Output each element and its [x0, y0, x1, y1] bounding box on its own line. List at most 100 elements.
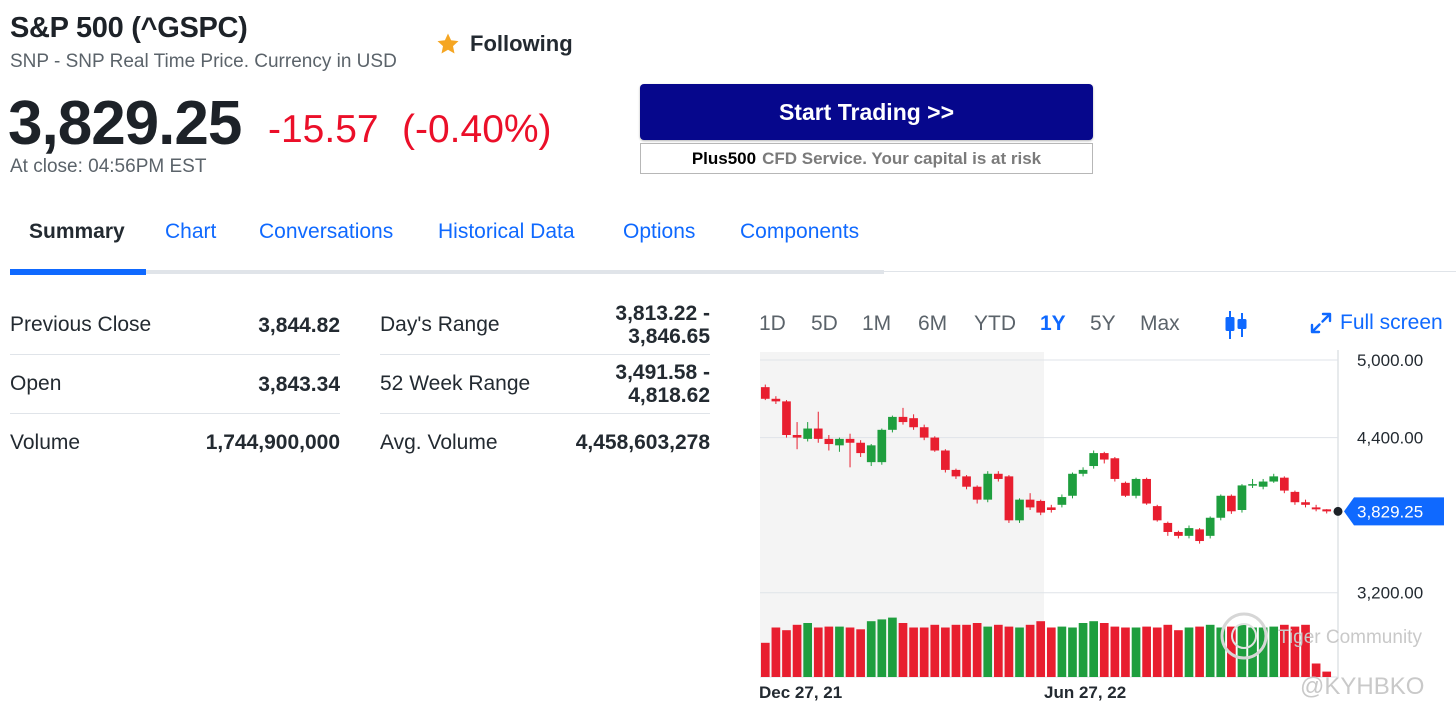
candle-body [813, 428, 823, 439]
volume-bar [1205, 624, 1215, 677]
candle-body [792, 434, 802, 438]
follow-button[interactable]: Following [436, 31, 573, 57]
tab-summary[interactable]: Summary [29, 220, 125, 243]
stat-value: 3,844.82 [258, 313, 340, 337]
start-trading-button[interactable]: Start Trading >> [640, 84, 1093, 140]
volume-bar [803, 623, 813, 677]
stat-row-days-range: Day's Range 3,813.22 - 3,846.65 [380, 296, 710, 355]
stat-label: Open [10, 372, 62, 395]
candle [782, 400, 791, 438]
ad-disclaimer[interactable]: Plus500 CFD Service. Your capital is at … [640, 143, 1093, 174]
y-tick-label: 5,000.00 [1357, 351, 1423, 370]
active-tab-indicator [10, 269, 146, 275]
range-6m[interactable]: 6M [918, 312, 948, 335]
range-1d[interactable]: 1D [759, 312, 786, 335]
stat-value: 3,813.22 - 3,846.65 [615, 302, 710, 348]
volume-bar [1036, 621, 1046, 677]
candle-body [919, 427, 929, 438]
x-tick-label: Dec 27, 21 [759, 683, 842, 702]
candle-body [888, 416, 897, 430]
volume-bar [1089, 621, 1099, 677]
tab-historical-data[interactable]: Historical Data [438, 220, 575, 243]
candle [771, 396, 781, 404]
fullscreen-label: Full screen [1340, 311, 1443, 334]
candle-body [1205, 517, 1215, 536]
candle [941, 449, 950, 473]
candle-body [1121, 482, 1130, 496]
volume-bar [1025, 624, 1035, 677]
tab-components[interactable]: Components [740, 220, 860, 243]
volume-bar [1015, 627, 1024, 677]
stat-value: 1,744,900,000 [205, 431, 340, 454]
candle-body [951, 469, 961, 477]
volume-bar [993, 624, 1003, 677]
tab-options[interactable]: Options [623, 220, 696, 243]
range-1m[interactable]: 1M [862, 312, 892, 335]
ad-disclaimer-text: CFD Service. Your capital is at risk [762, 148, 1042, 168]
volume-bar [771, 627, 781, 677]
candle-body [1216, 495, 1226, 518]
volume-bar [1301, 624, 1310, 677]
tab-conversations[interactable]: Conversations [259, 220, 394, 243]
range-ytd[interactable]: YTD [974, 312, 1016, 335]
candle-body [1131, 478, 1141, 496]
candle [813, 411, 823, 443]
candle [835, 437, 844, 452]
price-chart[interactable]: 5,000.00 4,400.00 3,200.00 3,829.25 Dec 27, … [758, 350, 1456, 718]
volume-bar [941, 627, 950, 677]
candle [1174, 530, 1183, 539]
candle [1068, 472, 1077, 499]
candle [1216, 494, 1226, 521]
volume-bar [972, 623, 982, 677]
volume-bar [856, 629, 865, 677]
stat-label: Previous Close [10, 313, 152, 336]
candle [962, 475, 971, 490]
volume-bar [1046, 627, 1056, 677]
candle-body [1110, 458, 1120, 479]
volume-bar [845, 627, 855, 677]
stat-value-line: 4,818.62 [628, 384, 710, 407]
candle [1301, 499, 1310, 508]
candle [760, 384, 770, 401]
candle-body [1099, 453, 1109, 460]
candle-body [1237, 485, 1247, 510]
candle [1322, 509, 1332, 514]
current-price-label: 3,829.25 [1357, 502, 1423, 521]
candle [1311, 504, 1321, 512]
stat-value: 3,843.34 [258, 372, 340, 396]
candle [1152, 504, 1162, 522]
volume-bar [1279, 624, 1289, 677]
candle-body [1015, 499, 1024, 521]
candle-body [856, 442, 865, 454]
candle-body [1184, 528, 1194, 536]
volume-bar [1174, 630, 1183, 677]
stat-label: Volume [10, 430, 81, 454]
volume-bar [760, 642, 770, 677]
range-5d[interactable]: 5D [811, 312, 838, 335]
star-icon [437, 33, 459, 54]
candle-body [866, 445, 876, 463]
watermark-handle: @KYHBKO [1300, 673, 1424, 700]
candle-body [760, 387, 770, 399]
candle-body [1301, 502, 1310, 505]
volume-bar [1068, 627, 1077, 677]
volume-bar [1227, 626, 1236, 677]
range-max[interactable]: Max [1140, 312, 1180, 335]
candlestick-icon[interactable] [1222, 309, 1250, 341]
candle [803, 422, 813, 442]
stat-label: Day's Range [380, 313, 500, 336]
fullscreen-button[interactable]: Full screen [1310, 311, 1443, 335]
candle-body [1078, 469, 1088, 474]
volume-bar [930, 624, 940, 677]
stat-row-avg-volume: Avg. Volume 4,458,603,278 [380, 414, 710, 471]
volume-bar [983, 626, 993, 677]
tab-chart[interactable]: Chart [165, 220, 217, 243]
range-1y[interactable]: 1Y [1040, 312, 1066, 335]
candle-body [898, 416, 908, 423]
candle [888, 415, 897, 433]
candle-body [771, 398, 781, 402]
stat-row-previous-close: Previous Close 3,844.82 [10, 296, 340, 355]
range-5y[interactable]: 5Y [1090, 312, 1116, 335]
candle [1036, 499, 1046, 516]
candle-body [1163, 522, 1173, 532]
